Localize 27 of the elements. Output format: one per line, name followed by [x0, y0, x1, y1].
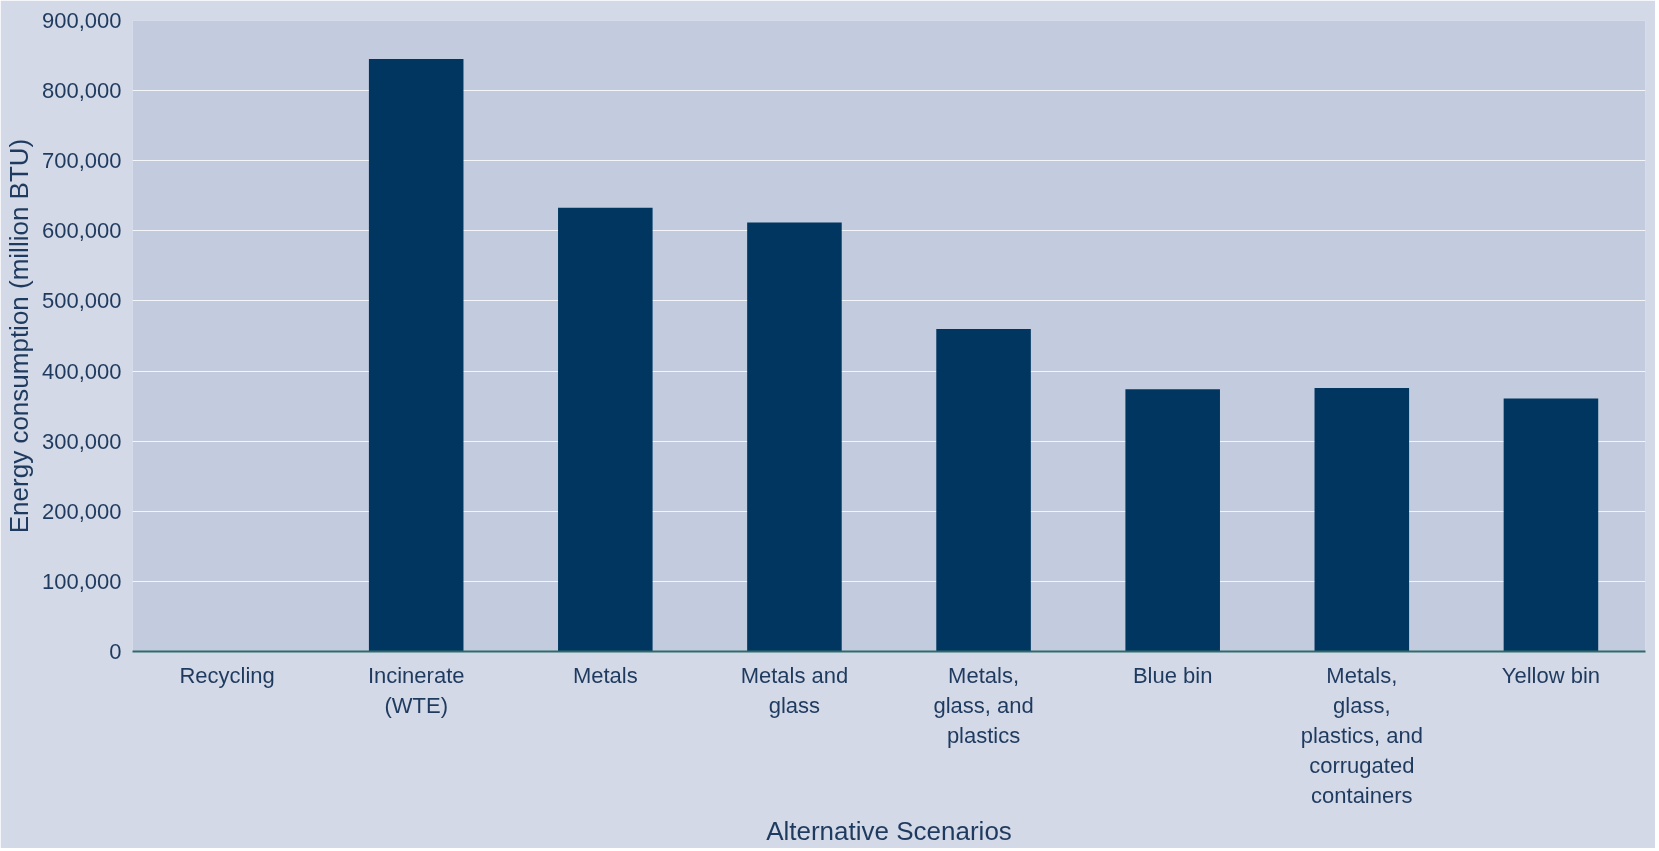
x-axis-title: Alternative Scenarios	[766, 815, 1012, 846]
x-tick-label: Incinerate (WTE)	[367, 662, 465, 718]
y-tick-label: 500,000	[41, 288, 122, 314]
x-tick-label: Metals, glass, and plastics	[933, 662, 1034, 748]
y-tick-label: 900,000	[41, 8, 122, 33]
y-axis-title: Energy consumption (million BTU)	[3, 138, 34, 534]
y-tick-label: 700,000	[41, 148, 122, 174]
x-tick-label: Blue bin	[1132, 662, 1213, 688]
bar	[558, 207, 653, 652]
y-tick-label: 400,000	[41, 358, 122, 384]
bar	[368, 59, 464, 652]
y-tick-label: 0	[109, 639, 122, 664]
y-tick-label: 800,000	[41, 78, 122, 104]
y-tick-label: 600,000	[41, 218, 122, 244]
y-tick-label: 200,000	[41, 498, 122, 524]
bar	[1503, 398, 1599, 652]
y-tick-label: 300,000	[41, 428, 122, 454]
bar	[936, 328, 1031, 652]
x-tick-label: Metals	[572, 662, 638, 688]
x-tick-label: Yellow bin	[1501, 662, 1601, 688]
bar	[747, 222, 842, 652]
x-tick-label: Metals, glass, plastics, and corrugated containers	[1300, 662, 1423, 808]
x-tick-label: Metals and glass	[740, 662, 849, 718]
y-tick-label: 100,000	[41, 568, 122, 594]
bar	[1125, 389, 1220, 652]
bar	[1314, 387, 1410, 652]
x-tick-label: Recycling	[179, 662, 275, 688]
